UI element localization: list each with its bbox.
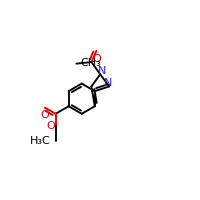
Text: H₃C: H₃C [30, 136, 51, 146]
Text: O: O [40, 110, 49, 120]
Text: O: O [92, 54, 101, 64]
Text: N: N [98, 66, 106, 76]
Text: O: O [46, 121, 55, 131]
Text: CH₃: CH₃ [81, 58, 101, 68]
Text: N: N [104, 78, 112, 88]
